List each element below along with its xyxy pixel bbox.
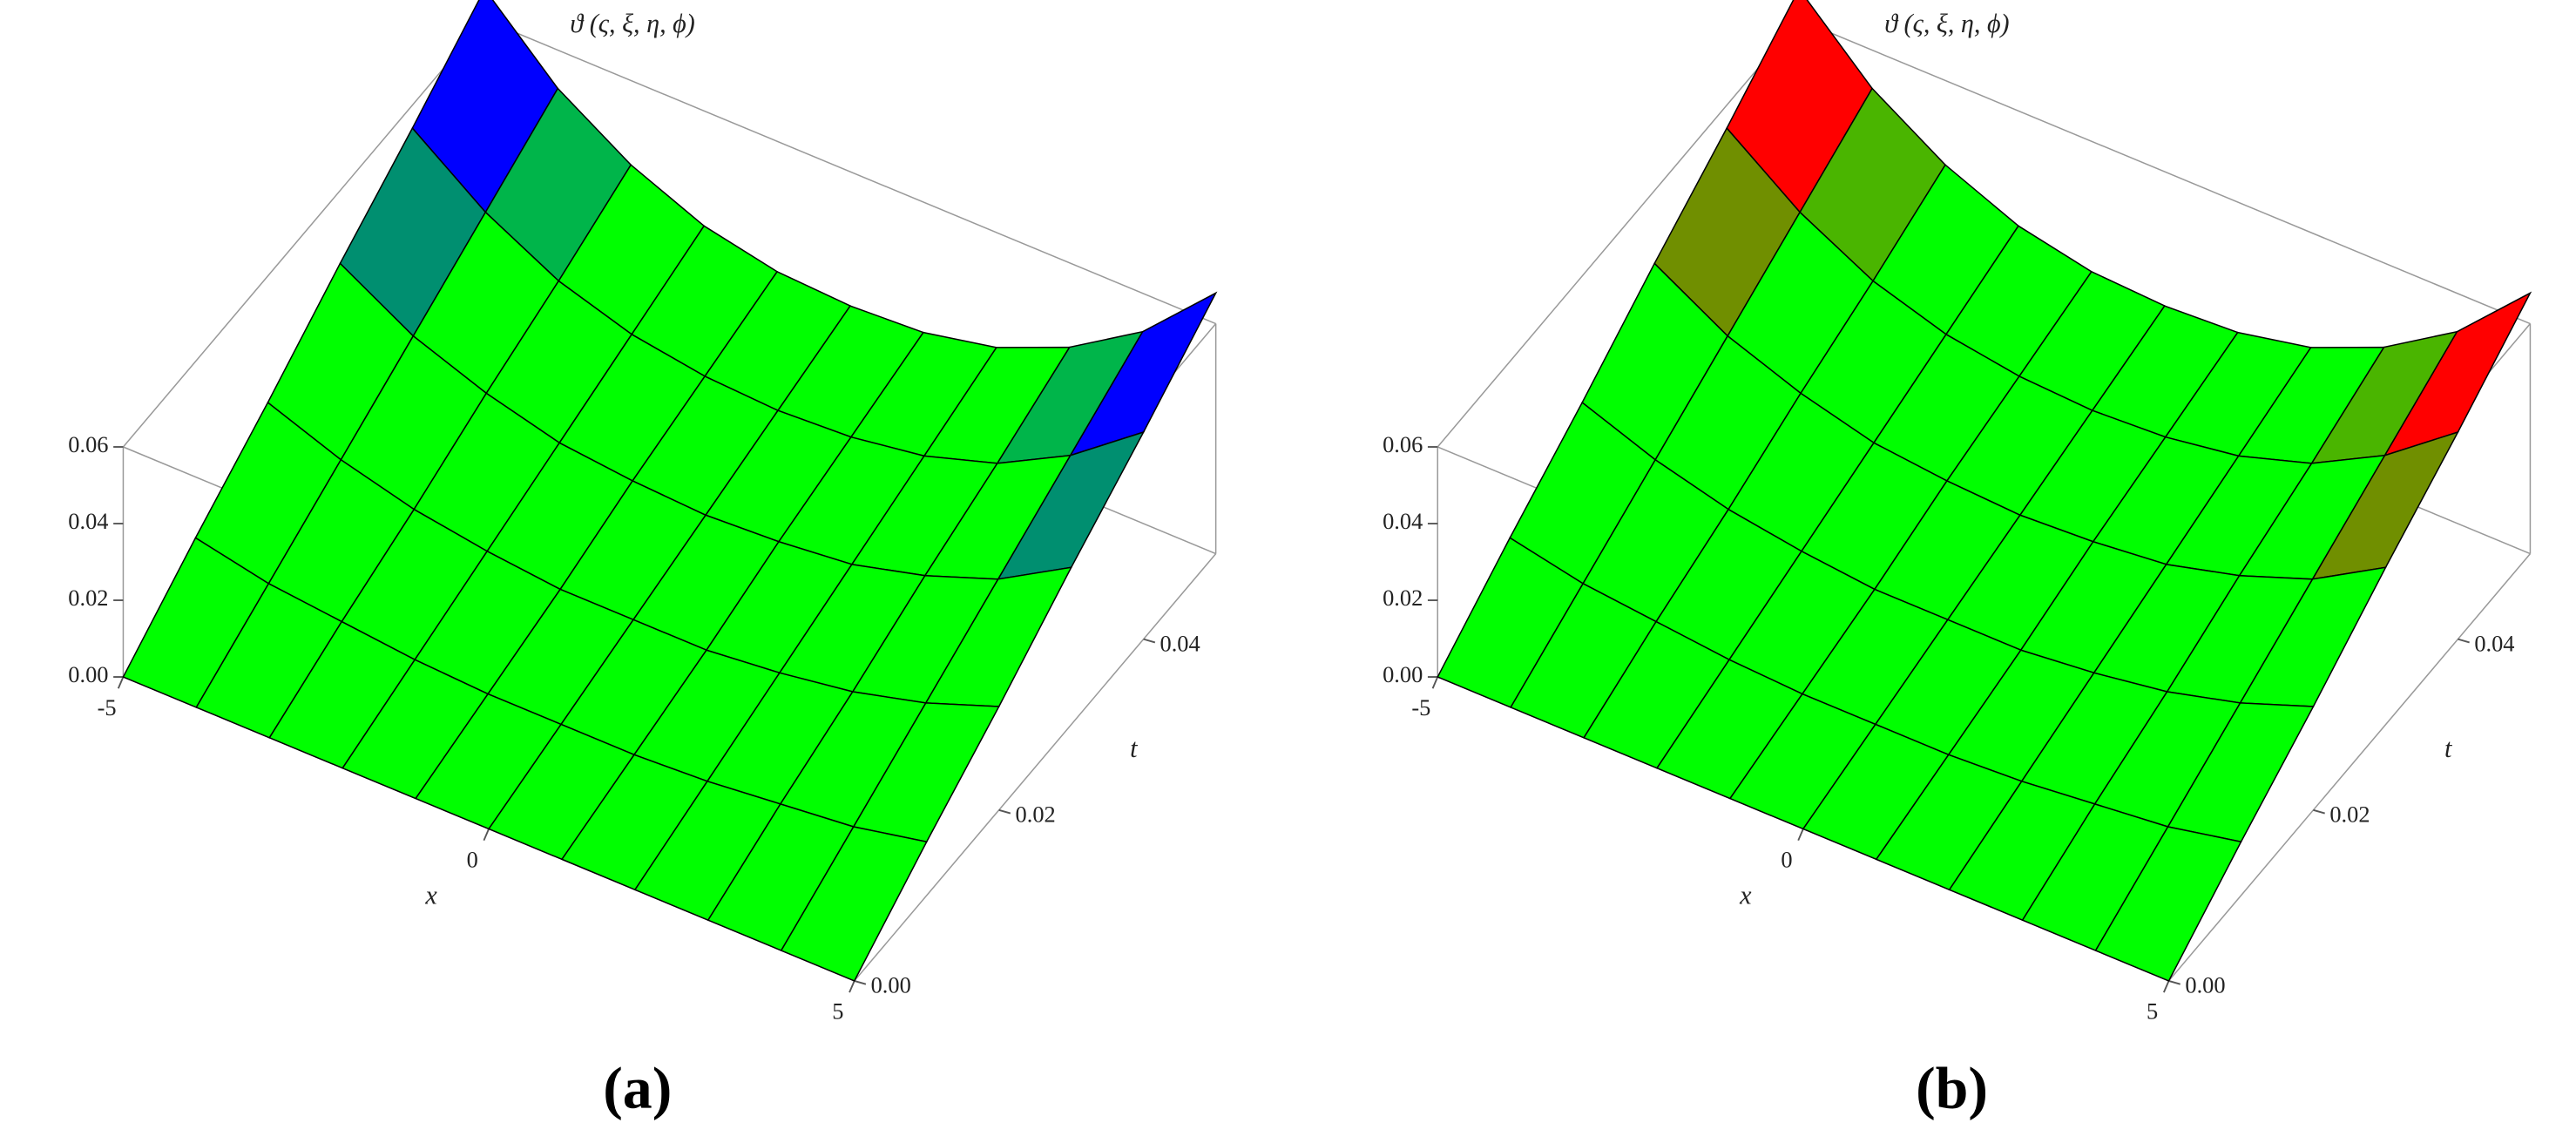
panel: ϑ (ς, ξ, η, ϕ) 0.00 0.02 0.04 0.06 -5 0 5 0.00 0.… <box>1383 0 2532 1121</box>
panel: ϑ (ς, ξ, η, ϕ) 0.00 0.02 0.04 0.06 -5 0 5 0.00 0.… <box>68 0 1218 1121</box>
box-edge <box>122 19 485 448</box>
x-tick <box>2162 980 2170 993</box>
panel-label: (a) <box>603 1056 672 1121</box>
box-edge <box>1437 19 1800 448</box>
chart-title: ϑ (ς, ξ, η, ϕ) <box>570 9 694 38</box>
box-edge <box>1798 18 2531 325</box>
z-tick-label: 0.00 <box>1383 661 1423 687</box>
t-tick <box>2313 808 2325 815</box>
t-axis-label: t <box>2444 734 2452 763</box>
z-tick-label: 0.00 <box>68 661 108 687</box>
x-axis-label: x <box>1739 881 1752 910</box>
t-axis-label: t <box>1130 734 1138 763</box>
t-tick <box>854 980 867 985</box>
x-tick <box>849 980 855 993</box>
t-tick <box>1143 638 1156 644</box>
x-tick-label: 5 <box>2147 998 2158 1025</box>
x-tick-label: 0 <box>1781 846 1792 872</box>
x-tick-label: -5 <box>98 694 117 720</box>
panel-label: (b) <box>1916 1056 1988 1121</box>
x-axis-label: x <box>424 881 437 910</box>
t-tick-label: 0.00 <box>2185 972 2225 998</box>
t-tick-label: 0.04 <box>2474 630 2514 656</box>
box-edge <box>2167 553 2532 982</box>
t-tick <box>2168 980 2180 985</box>
t-tick-label: 0.02 <box>2329 801 2370 827</box>
x-tick <box>483 829 490 842</box>
x-tick-label: 5 <box>832 998 843 1025</box>
x-tick <box>117 676 125 689</box>
x-tick-label: -5 <box>1411 694 1430 720</box>
surface-cell <box>2094 826 2242 982</box>
x-tick <box>1797 829 1804 842</box>
t-tick <box>2458 638 2470 644</box>
t-tick <box>998 808 1011 815</box>
t-tick-label: 0.04 <box>1160 630 1200 656</box>
surface-cell <box>780 826 928 982</box>
z-tick-label: 0.06 <box>1383 431 1423 457</box>
z-tick-label: 0.04 <box>68 508 108 534</box>
x-tick-label: 0 <box>467 846 478 872</box>
z-tick-label: 0.04 <box>1383 508 1423 534</box>
z-tick-label: 0.02 <box>68 585 108 611</box>
box-edge <box>484 18 1216 325</box>
figure-root: ϑ (ς, ξ, η, ϕ) 0.00 0.02 0.04 0.06 -5 0 5 0.00 0.… <box>68 0 2532 1121</box>
x-tick <box>1431 676 1439 689</box>
t-tick-label: 0.02 <box>1016 801 1056 827</box>
z-tick-label: 0.06 <box>68 431 108 457</box>
t-tick-label: 0.00 <box>871 972 911 998</box>
z-tick-label: 0.02 <box>1383 585 1423 611</box>
chart-title: ϑ (ς, ξ, η, ϕ) <box>1884 9 2009 38</box>
box-edge <box>854 553 1217 982</box>
